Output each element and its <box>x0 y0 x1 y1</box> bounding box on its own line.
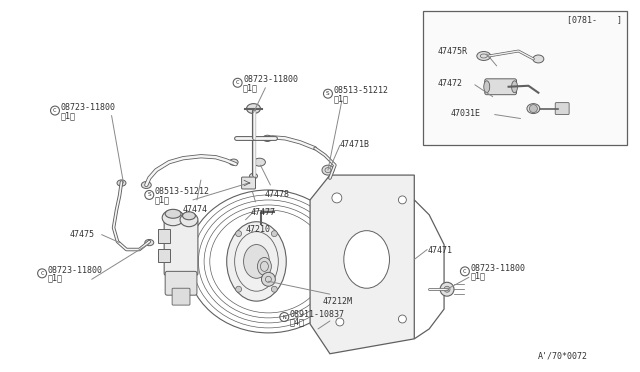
Text: 47472: 47472 <box>437 79 462 88</box>
Ellipse shape <box>244 244 269 278</box>
Ellipse shape <box>145 240 154 246</box>
Circle shape <box>262 272 275 286</box>
Circle shape <box>399 315 406 323</box>
Text: （1）: （1） <box>155 195 170 204</box>
Circle shape <box>236 231 241 237</box>
Text: 47475R: 47475R <box>437 47 467 56</box>
FancyBboxPatch shape <box>172 288 190 305</box>
FancyBboxPatch shape <box>165 271 197 295</box>
Text: 08513-51212: 08513-51212 <box>333 86 388 95</box>
Text: 47474: 47474 <box>183 205 208 214</box>
FancyBboxPatch shape <box>158 248 170 262</box>
FancyBboxPatch shape <box>484 79 516 95</box>
Circle shape <box>236 286 241 292</box>
Text: S: S <box>326 91 330 96</box>
Ellipse shape <box>484 81 490 93</box>
Ellipse shape <box>533 55 544 63</box>
Text: （1）: （1） <box>243 83 258 92</box>
Ellipse shape <box>344 231 390 288</box>
Ellipse shape <box>257 257 271 275</box>
Text: （1）: （1） <box>60 111 76 120</box>
Text: 47478: 47478 <box>264 190 289 199</box>
Polygon shape <box>310 175 414 354</box>
Text: 08911-10837: 08911-10837 <box>290 310 345 318</box>
Circle shape <box>271 231 277 237</box>
Ellipse shape <box>322 165 334 175</box>
Ellipse shape <box>511 81 518 93</box>
Text: C: C <box>236 80 239 85</box>
Ellipse shape <box>250 173 257 179</box>
Text: （4）: （4） <box>290 317 305 327</box>
Circle shape <box>444 286 450 292</box>
Text: C: C <box>40 271 44 276</box>
Circle shape <box>271 286 277 292</box>
Ellipse shape <box>182 212 195 220</box>
FancyBboxPatch shape <box>158 229 170 243</box>
Circle shape <box>529 105 538 113</box>
Ellipse shape <box>162 210 184 226</box>
Text: C: C <box>53 108 57 113</box>
Ellipse shape <box>165 209 181 218</box>
Circle shape <box>332 193 342 203</box>
Text: 47475: 47475 <box>70 230 95 239</box>
FancyBboxPatch shape <box>164 220 198 275</box>
Text: [0781-    ]: [0781- ] <box>567 15 621 24</box>
Ellipse shape <box>263 135 272 141</box>
Ellipse shape <box>227 222 286 301</box>
Text: 47471: 47471 <box>427 246 452 254</box>
Text: （1）: （1） <box>47 274 63 283</box>
Text: C: C <box>463 269 467 274</box>
Text: 08513-51212: 08513-51212 <box>155 187 210 196</box>
Circle shape <box>399 196 406 204</box>
Ellipse shape <box>229 159 238 165</box>
Text: 47210: 47210 <box>246 225 271 234</box>
Text: N: N <box>282 314 286 320</box>
Text: （1）: （1） <box>333 94 348 103</box>
Text: 47477: 47477 <box>250 208 276 217</box>
Text: 08723-11800: 08723-11800 <box>243 75 298 84</box>
Text: 08723-11800: 08723-11800 <box>470 264 525 273</box>
Circle shape <box>336 318 344 326</box>
Text: 47031E: 47031E <box>451 109 481 118</box>
Ellipse shape <box>246 104 260 113</box>
Circle shape <box>440 282 454 296</box>
Bar <box>423 11 627 145</box>
Text: 08723-11800: 08723-11800 <box>60 103 115 112</box>
FancyBboxPatch shape <box>556 103 569 115</box>
Ellipse shape <box>527 104 540 113</box>
Ellipse shape <box>477 51 491 60</box>
Text: 47471B: 47471B <box>340 140 370 149</box>
Text: （1）: （1） <box>470 272 485 281</box>
FancyBboxPatch shape <box>241 177 255 189</box>
Ellipse shape <box>117 180 126 186</box>
Text: 08723-11800: 08723-11800 <box>47 266 102 275</box>
Ellipse shape <box>141 182 151 189</box>
Text: 47212M: 47212M <box>323 297 353 306</box>
Ellipse shape <box>253 158 266 166</box>
Text: A'/70*0072: A'/70*0072 <box>538 352 588 361</box>
Text: S: S <box>147 192 151 198</box>
Ellipse shape <box>180 213 198 227</box>
